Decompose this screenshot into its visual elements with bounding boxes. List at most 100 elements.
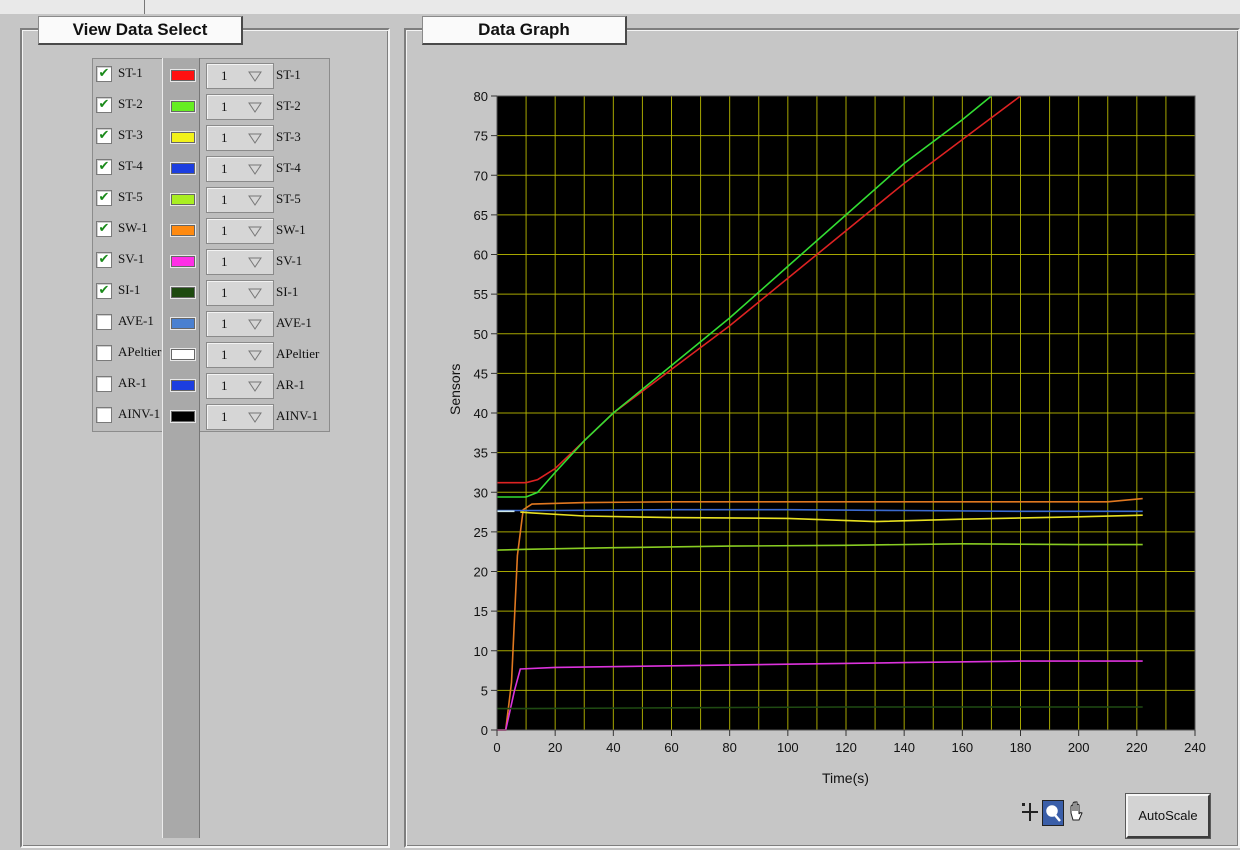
series-line — [497, 95, 992, 498]
multiplier-dropdown[interactable]: 1 — [206, 187, 274, 213]
pan-hand-icon[interactable] — [1066, 800, 1086, 824]
series-line — [497, 508, 1143, 513]
zoom-icon[interactable] — [1042, 800, 1064, 826]
row-checkbox[interactable] — [96, 345, 112, 361]
multiplier-dropdown[interactable]: 1 — [206, 63, 274, 89]
plot-name-label: AR-1 — [276, 377, 305, 392]
x-tick-label: 180 — [1010, 740, 1032, 755]
x-tick-label: 100 — [777, 740, 799, 755]
autoscale-button[interactable]: AutoScale — [1126, 794, 1210, 838]
x-tick-label: 80 — [722, 740, 736, 755]
data-graph-title: Data Graph — [422, 16, 627, 45]
plot-color-swatch[interactable] — [171, 318, 195, 329]
row-checkbox[interactable]: ✔ — [96, 252, 112, 268]
view-data-select-title: View Data Select — [38, 16, 243, 45]
multiplier-value: 1 — [221, 378, 228, 393]
x-tick-label: 240 — [1184, 740, 1206, 755]
dropdown-arrow-icon — [248, 257, 262, 268]
row-name-label: AVE-1 — [118, 313, 154, 328]
x-tick-label: 60 — [664, 740, 678, 755]
row-checkbox[interactable]: ✔ — [96, 66, 112, 82]
multiplier-dropdown[interactable]: 1 — [206, 94, 274, 120]
plot-color-swatch[interactable] — [171, 380, 195, 391]
plot-color-swatch[interactable] — [171, 225, 195, 236]
multiplier-dropdown[interactable]: 1 — [206, 342, 274, 368]
plot-name-label: ST-3 — [276, 129, 301, 144]
series-line — [496, 542, 1143, 551]
multiplier-dropdown[interactable]: 1 — [206, 311, 274, 337]
x-tick-label: 160 — [951, 740, 973, 755]
x-tick-label: 20 — [548, 740, 562, 755]
plot-color-swatch[interactable] — [171, 411, 195, 422]
multiplier-dropdown[interactable]: 1 — [206, 218, 274, 244]
multiplier-dropdown[interactable]: 1 — [206, 156, 274, 182]
y-axis-title: Sensors — [447, 363, 463, 415]
row-checkbox[interactable] — [96, 376, 112, 392]
x-tick-label: 120 — [835, 740, 857, 755]
plot-name-label: ST-1 — [276, 67, 301, 82]
dropdown-arrow-icon — [248, 133, 262, 144]
dropdown-arrow-icon — [248, 102, 262, 113]
multiplier-dropdown[interactable]: 1 — [206, 125, 274, 151]
dropdown-arrow-icon — [248, 350, 262, 361]
row-checkbox[interactable]: ✔ — [96, 97, 112, 113]
row-checkbox[interactable] — [96, 314, 112, 330]
multiplier-value: 1 — [221, 285, 228, 300]
y-tick-label: 0 — [481, 723, 488, 738]
plot-color-swatch[interactable] — [171, 287, 195, 298]
series-line — [497, 660, 1143, 731]
row-checkbox[interactable]: ✔ — [96, 190, 112, 206]
row-name-label: AINV-1 — [118, 406, 161, 421]
plot-color-swatch[interactable] — [171, 70, 195, 81]
multiplier-value: 1 — [221, 347, 228, 362]
row-name-label: AR-1 — [118, 375, 147, 390]
row-name-label: ST-3 — [118, 127, 143, 142]
y-tick-label: 10 — [474, 644, 488, 659]
multiplier-dropdown[interactable]: 1 — [206, 280, 274, 306]
series-line — [497, 95, 1021, 484]
row-name-label: SW-1 — [118, 220, 148, 235]
row-name-label: SI-1 — [118, 282, 141, 297]
plot-color-swatch[interactable] — [171, 194, 195, 205]
y-tick-label: 60 — [474, 248, 488, 263]
multiplier-dropdown[interactable]: 1 — [206, 373, 274, 399]
multiplier-value: 1 — [221, 223, 228, 238]
plot-name-label: ST-5 — [276, 191, 301, 206]
y-tick-label: 15 — [474, 604, 488, 619]
row-name-label: APeltier — [118, 344, 162, 359]
row-name-label: ST-1 — [118, 65, 143, 80]
y-tick-label: 50 — [474, 327, 488, 342]
dropdown-arrow-icon — [248, 226, 262, 237]
row-checkbox[interactable]: ✔ — [96, 283, 112, 299]
x-tick-label: 200 — [1068, 740, 1090, 755]
plot-color-swatch[interactable] — [171, 101, 195, 112]
plot-color-swatch[interactable] — [171, 256, 195, 267]
y-tick-label: 40 — [474, 406, 488, 421]
row-name-label: ST-4 — [118, 158, 143, 173]
series-line — [497, 497, 1143, 731]
y-tick-label: 30 — [474, 485, 488, 500]
dropdown-arrow-icon — [248, 71, 262, 82]
row-checkbox[interactable]: ✔ — [96, 221, 112, 237]
multiplier-dropdown[interactable]: 1 — [206, 249, 274, 275]
row-checkbox[interactable]: ✔ — [96, 128, 112, 144]
multiplier-value: 1 — [221, 316, 228, 331]
x-axis-title: Time(s) — [822, 770, 869, 786]
plot-color-swatch[interactable] — [171, 349, 195, 360]
series-line — [497, 706, 1143, 710]
multiplier-value: 1 — [221, 161, 228, 176]
multiplier-value: 1 — [221, 99, 228, 114]
row-name-label: SV-1 — [118, 251, 145, 266]
y-tick-label: 70 — [474, 168, 488, 183]
multiplier-value: 1 — [221, 130, 228, 145]
row-checkbox[interactable] — [96, 407, 112, 423]
plot-color-swatch[interactable] — [171, 132, 195, 143]
series-line — [520, 511, 1143, 523]
row-checkbox[interactable]: ✔ — [96, 159, 112, 175]
plot-color-column — [162, 58, 200, 838]
plot-color-swatch[interactable] — [171, 163, 195, 174]
multiplier-dropdown[interactable]: 1 — [206, 404, 274, 430]
cursor-move-icon[interactable] — [1020, 800, 1040, 824]
x-tick-label: 0 — [493, 740, 500, 755]
